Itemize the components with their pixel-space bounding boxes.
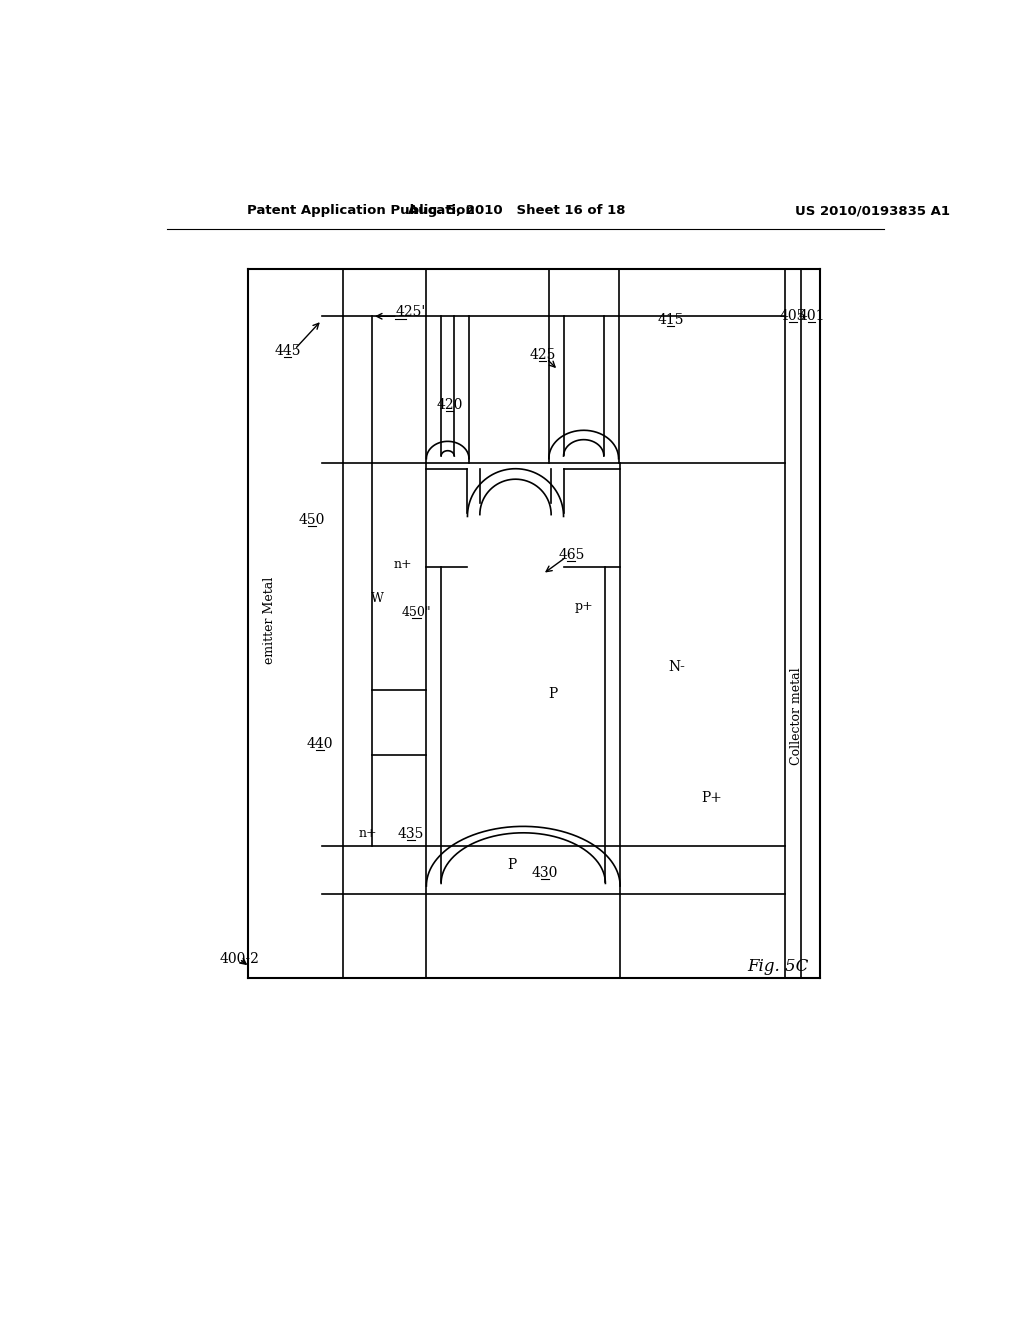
Text: 405: 405 [779,309,806,323]
Text: 450": 450" [401,606,431,619]
Text: 450: 450 [298,513,325,527]
Text: 440: 440 [307,737,334,751]
Text: 435: 435 [397,826,424,841]
Text: Patent Application Publication: Patent Application Publication [247,205,475,218]
Text: Fig. 5C: Fig. 5C [746,958,808,975]
Text: 445: 445 [274,345,301,358]
Text: 400-2: 400-2 [219,952,259,966]
Text: 425': 425' [395,305,426,319]
Text: 465: 465 [558,548,585,562]
Text: US 2010/0193835 A1: US 2010/0193835 A1 [795,205,949,218]
Text: N-: N- [669,660,685,673]
Text: n+: n+ [359,828,378,841]
Text: 425: 425 [529,347,556,362]
Text: Collector metal: Collector metal [790,668,803,766]
Text: 401: 401 [799,309,824,323]
Text: W: W [371,593,384,606]
Text: Aug. 5, 2010   Sheet 16 of 18: Aug. 5, 2010 Sheet 16 of 18 [409,205,626,218]
Text: 430: 430 [531,866,558,880]
Text: P+: P+ [701,791,722,804]
Text: P: P [507,858,516,873]
Text: 415: 415 [657,313,684,327]
Text: n+: n+ [394,558,413,572]
Text: emitter Metal: emitter Metal [263,577,276,664]
Text: p+: p+ [574,601,593,612]
Text: 420: 420 [436,397,463,412]
Text: P: P [548,686,557,701]
